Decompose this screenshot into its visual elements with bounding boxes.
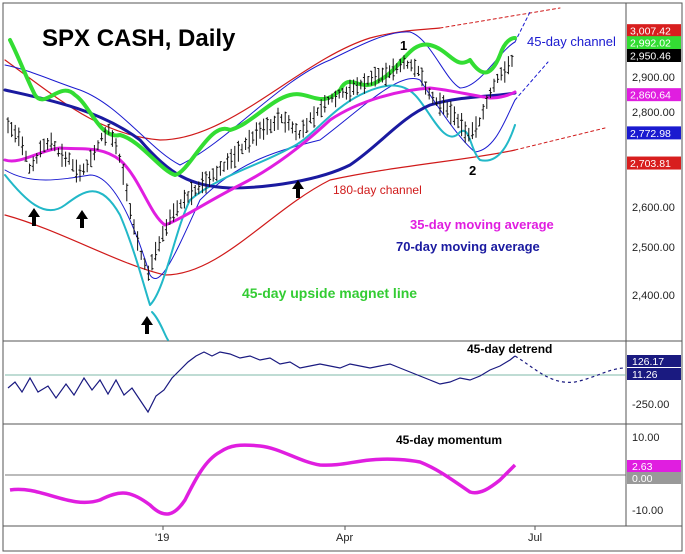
up-arrow-icon	[28, 208, 40, 226]
x-axis-labels: '19 Apr Jul	[155, 532, 542, 544]
annotation-35-day-ma: 35-day moving average	[410, 217, 554, 232]
price-tags: 3,007.422,992.022,950.46 2,860.64 2,772.98…	[627, 24, 681, 170]
cycle-low-arrows	[28, 180, 304, 334]
price-tag-bg	[627, 126, 681, 140]
channel-180-lower-projection	[514, 127, 606, 151]
annotation-180-day-channel: 180-day channel	[333, 183, 422, 197]
price-tag-bg	[627, 24, 681, 38]
price-tag-label: 2,950.46	[630, 50, 671, 62]
detrend-line	[7, 351, 516, 414]
price-bars	[6, 54, 514, 281]
y-axis-ticks: 2,900.00 2,800.00 2,600.00 2,500.00 2,40…	[632, 72, 675, 302]
magnet-45-line	[8, 36, 517, 177]
annotation-45-day-channel: 45-day channel	[527, 34, 616, 49]
momentum-label: 45-day momentum	[396, 433, 502, 447]
price-tag-label: 2,992.02	[630, 38, 671, 50]
momentum-value-tag: 2.63	[632, 461, 653, 473]
price-tag-bg	[627, 36, 681, 50]
price-tag-label: 2,772.98	[630, 128, 671, 140]
y-tick-label: 2,500.00	[632, 242, 675, 254]
x-axis-label: '19	[155, 532, 169, 544]
y-tick-label: 2,800.00	[632, 107, 675, 119]
momentum-value-tag-bg	[627, 460, 681, 472]
channel-180-lower	[4, 149, 516, 276]
detrend-label: 45-day detrend	[467, 342, 552, 356]
cycle-label-1: 1	[400, 38, 407, 53]
x-axis-label: Jul	[528, 532, 542, 544]
y-tick-label: 2,400.00	[632, 290, 675, 302]
cyan-band-line	[4, 84, 516, 306]
up-arrow-icon	[76, 210, 88, 228]
ma-35-line	[3, 86, 517, 227]
price-tag-label: 2,860.64	[630, 90, 671, 102]
momentum-tick-lower: -10.00	[632, 505, 663, 517]
momentum-value-tag: 0.00	[632, 473, 653, 485]
channel-45-lower	[4, 78, 516, 279]
momentum-line	[9, 443, 517, 516]
detrend-value-tag: 11.26	[632, 369, 658, 381]
up-arrow-icon	[292, 180, 304, 198]
cyan-band-lower	[151, 311, 169, 341]
momentum-tick-upper: 10.00	[632, 432, 660, 444]
detrend-projection	[514, 355, 626, 383]
x-axis-label: Apr	[336, 532, 353, 544]
chart-title: SPX CASH, Daily	[42, 25, 236, 52]
price-tag-bg	[627, 156, 681, 170]
x-axis-ticks	[162, 526, 536, 530]
detrend-value-tag: 126.17	[632, 356, 664, 368]
channel-180-upper-projection	[439, 7, 561, 29]
cycle-label-2: 2	[469, 163, 476, 178]
y-tick-label: 2,900.00	[632, 72, 675, 84]
channel-45-upper	[4, 31, 516, 166]
detrend-value-tag-bg	[627, 368, 681, 380]
price-tag-label: 2,703.81	[630, 158, 671, 170]
y-tick-label: 2,600.00	[632, 202, 675, 214]
annotation-70-day-ma: 70-day moving average	[396, 239, 540, 254]
price-tag-bg	[627, 48, 681, 62]
annotation-magnet-line: 45-day upside magnet line	[242, 285, 417, 301]
ma-70-line	[3, 88, 517, 190]
channel-180-upper	[4, 27, 441, 141]
channel-45-lower-projection	[514, 61, 549, 101]
channel-45-upper-projection	[514, 11, 531, 43]
price-tag-bg	[627, 88, 681, 102]
momentum-value-tag-bg	[627, 472, 681, 484]
detrend-value-tag-bg	[627, 355, 681, 367]
detrend-tick-label: -250.00	[632, 399, 669, 411]
up-arrow-icon	[141, 316, 153, 334]
price-tag-label: 3,007.42	[630, 26, 671, 38]
